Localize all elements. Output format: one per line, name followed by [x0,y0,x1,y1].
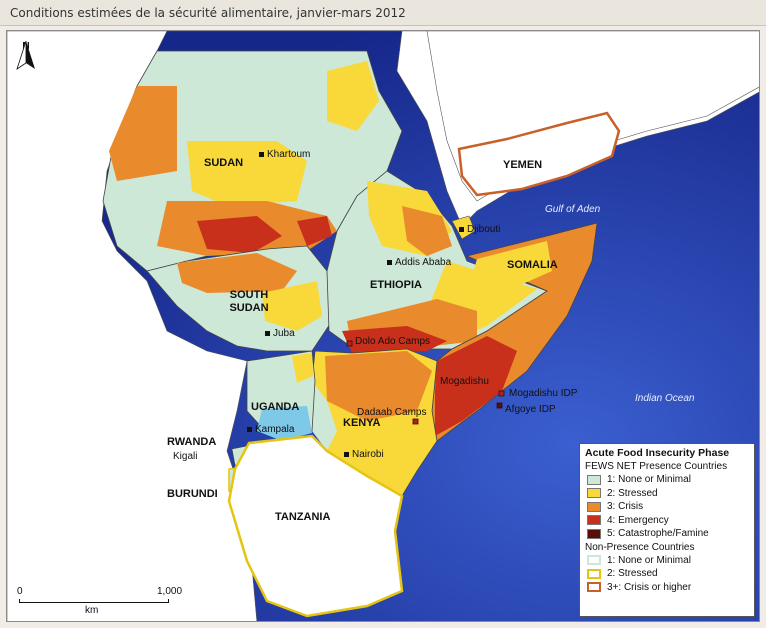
city-label-mogadishu: Mogadishu [440,376,489,387]
country-label-somalia: SOMALIA [507,259,558,271]
legend-swatch [587,568,601,579]
camp-label-mogadishu-idp: Mogadishu IDP [509,388,578,399]
city-label-addis-ababa: Addis Ababa [387,257,451,268]
somalia-phase2-north [472,241,552,291]
legend-swatch [587,582,601,593]
city-dot-icon [247,426,252,432]
camp-marker-afgoye-idp [496,402,503,409]
city-dot-icon [459,226,464,232]
kenya-phase3-north [325,351,432,421]
south-sudan-phase2 [262,281,322,331]
water-label-gulf-of-aden: Gulf of Aden [545,204,601,215]
ethiopia-phase3-north [402,206,452,256]
scale-start-label: 0 [17,586,23,597]
legend-item: 5: Catastrophe/Famine [585,527,749,541]
scale-bar: 0 1,000 km [15,586,185,620]
scale-unit-label: km [85,605,99,616]
north-arrow: N [15,41,37,85]
north-arrow-icon [16,41,35,70]
sudan-phase4-south [197,216,282,253]
legend-presence-header: FEWS NET Presence Countries [585,461,728,472]
camp-marker-dadaab [412,418,419,425]
city-label-nairobi: Nairobi [344,449,384,460]
country-label-uganda: UGANDA [251,401,300,413]
legend-item: 1: None or Minimal [585,554,749,568]
camp-marker-mogadishu-idp [498,390,505,397]
camp-marker-dolo-ado [346,340,353,347]
city-label-kampala: Kampala [247,424,294,435]
city-dot-icon [259,151,264,157]
camp-label-afgoye-idp: Afgoye IDP [505,404,556,415]
legend: Acute Food Insecurity Phase FEWS NET Pre… [579,443,755,617]
uganda-phase2 [292,353,313,383]
city-label-djibouti: Djibouti [459,224,500,235]
city-label-kigali: Kigali [173,451,198,462]
map-title: Conditions estimées de la sécurité alime… [0,0,766,26]
legend-nonpresence-header: Non-Presence Countries [585,541,695,553]
ethiopia-phase4-south [342,326,447,353]
legend-swatch [587,528,601,539]
yemen-shape [457,111,621,197]
scale-end-label: 1,000 [157,586,183,597]
legend-item: 2: Stressed [585,487,749,501]
city-label-juba: Juba [265,328,295,339]
country-label-yemen: YEMEN [503,159,543,171]
city-dot-icon [344,451,349,457]
country-label-sudan: SUDAN [204,157,244,169]
country-label-burundi: BURUNDI [167,488,218,500]
somalia-phase4-south [435,336,517,436]
legend-title: Acute Food Insecurity Phase [585,447,730,459]
camp-label-dadaab: Dadaab Camps [357,407,427,418]
sudan-phase4-blue-nile [297,216,332,246]
legend-swatch [587,474,601,485]
legend-item: 4: Emergency [585,514,749,528]
camp-label-dolo-ado: Dolo Ado Camps [355,336,431,347]
country-label-ethiopia: ETHIOPIA [370,279,422,291]
scale-bar-line [19,599,169,603]
map-canvas [7,31,759,621]
legend-swatch [587,555,601,566]
legend-item: 3+: Crisis or higher [585,581,749,595]
sudan-phase3-west [109,86,177,181]
country-label-tanzania: TANZANIA [275,511,331,523]
legend-swatch [587,488,601,499]
south-sudan-phase3 [177,253,297,293]
lake-victoria [257,406,312,441]
city-label-khartoum: Khartoum [259,149,310,160]
tanzania-shape [227,434,404,618]
map-frame: N SUDAN SOUTH SUDAN ETHIOPIA SOMALIA KEN… [6,30,760,622]
city-dot-icon [387,259,392,265]
country-label-kenya: KENYA [343,417,381,429]
city-dot-icon [265,330,270,336]
legend-swatch [587,515,601,526]
country-label-south-sudan: SOUTH SUDAN [229,289,269,314]
legend-item: 1: None or Minimal [585,473,749,487]
legend-item: 2: Stressed [585,567,749,581]
country-label-rwanda: RWANDA [167,436,217,448]
kenya-phase1-west [312,381,337,451]
sudan-phase2-east [327,61,379,131]
legend-swatch [587,501,601,512]
legend-item: 3: Crisis [585,500,749,514]
sudan-phase2-center [187,141,307,206]
water-label-indian-ocean: Indian Ocean [635,393,695,404]
